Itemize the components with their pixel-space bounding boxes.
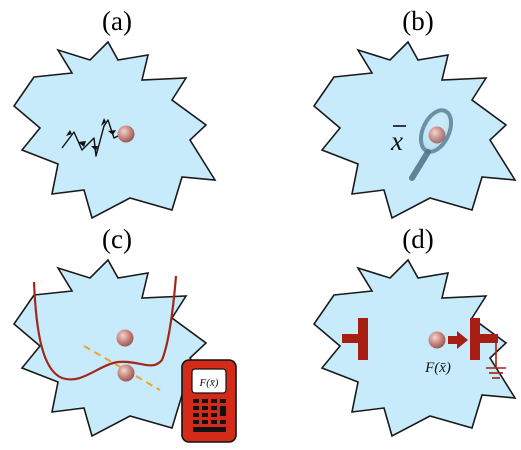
force-label: F(x̄)	[424, 360, 451, 376]
magnifier-icon	[409, 108, 454, 181]
potential-curve	[32, 275, 178, 381]
particle-a	[117, 125, 135, 143]
panel-a: (a)	[12, 6, 217, 220]
calculator-display-text: F(x̄)	[199, 377, 219, 389]
panel-label-b: (b)	[402, 6, 433, 36]
particle-c-upper	[116, 329, 134, 347]
panel-label-c: (c)	[102, 224, 132, 254]
walk-arrowheads	[66, 118, 116, 151]
left-electrode	[342, 318, 368, 360]
panel-c: (c) F(x̄)	[12, 224, 237, 443]
right-electrode	[470, 318, 498, 360]
region-shape-a	[12, 40, 217, 220]
region-shape-b	[312, 40, 517, 220]
force-arrow	[448, 331, 468, 349]
particle-c-lower	[117, 364, 135, 382]
panel-b: (b) x	[312, 6, 517, 220]
region-shape-d	[312, 258, 517, 438]
mean-position-label: x	[390, 126, 403, 156]
calculator-icon: F(x̄)	[181, 359, 237, 443]
panel-label-d: (d)	[402, 224, 433, 254]
ground-symbol	[486, 343, 506, 379]
panel-label-a: (a)	[102, 6, 132, 36]
tangent-line	[83, 345, 161, 391]
panel-d: (d) F(x̄)	[312, 224, 517, 438]
particle-d	[428, 331, 446, 349]
